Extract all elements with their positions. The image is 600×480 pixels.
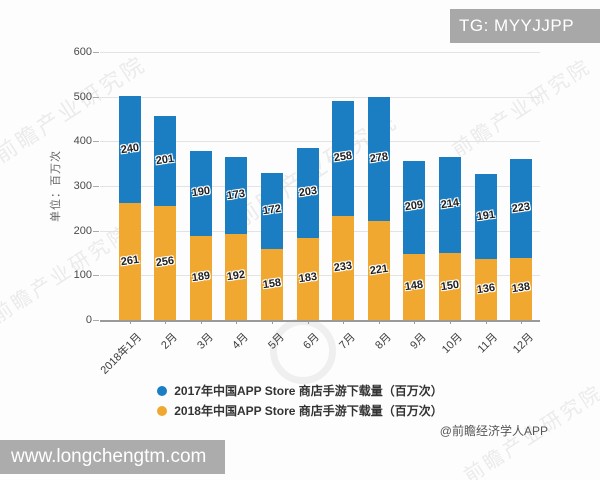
bar-2018-month-9 [403, 253, 426, 320]
y-tick-mark [93, 230, 99, 232]
gridline-y-600 [100, 52, 540, 53]
y-tick-mark [93, 96, 99, 98]
y-tick-label: 500 [73, 90, 92, 103]
x-tick-mark [414, 320, 416, 324]
x-tick-label-month-9: 9月 [408, 331, 429, 352]
watermark-banner: www.longchengtm.com [0, 440, 225, 474]
bar-2018-month-12 [510, 258, 533, 320]
bar-2018-month-1 [118, 203, 141, 320]
bar-2018-month-6 [296, 238, 319, 320]
x-tick-label-month-7: 7月 [337, 331, 358, 352]
legend-item-2018: 2018年中国APP Store 商店手游下载量（百万次） [157, 402, 443, 419]
value-label-2017-month-1: 240 [119, 141, 140, 157]
bar-2017-month-1 [118, 96, 141, 204]
x-tick-mark [449, 320, 451, 324]
legend-marker-icon [157, 385, 168, 396]
y-tick-label: 600 [73, 46, 92, 58]
x-tick-mark [271, 320, 273, 324]
bar-2017-month-2 [154, 115, 177, 206]
x-tick-mark [200, 320, 202, 324]
bar-2017-month-8 [367, 97, 390, 222]
x-tick-label-month-10: 10月 [439, 331, 465, 357]
gridline-y-400 [100, 141, 540, 143]
bar-2018-month-7 [332, 215, 355, 320]
legend-item-2017: 2017年中国APP Store 商店手游下载量（百万次） [157, 382, 443, 399]
x-tick-mark [485, 320, 487, 324]
x-tick-label-month-6: 6月 [301, 331, 323, 352]
x-tick-label-month-4: 4月 [230, 331, 251, 352]
y-tick-mark [93, 141, 99, 143]
x-tick-mark [343, 320, 345, 324]
x-tick-mark [307, 320, 309, 324]
x-tick-label-month-5: 5月 [265, 331, 287, 352]
gridline-y-200 [100, 230, 540, 232]
bar-2018-month-11 [474, 259, 497, 320]
x-tick-mark [236, 320, 238, 324]
bar-2018-month-2 [154, 205, 177, 320]
value-label-2017-month-12: 223 [511, 200, 532, 215]
bar-2017-month-12 [510, 158, 533, 259]
y-tick-label: 200 [73, 224, 92, 237]
gridline-y-100 [100, 275, 540, 277]
x-tick-label-month-11: 11月 [475, 331, 501, 356]
y-tick-label: 400 [73, 135, 92, 148]
bar-2017-month-6 [296, 147, 319, 239]
tg-badge: TG: MYYJJPP [450, 9, 600, 43]
x-tick-label-month-12: 12月 [510, 331, 536, 357]
bar-2018-month-8 [367, 221, 390, 320]
legend-label: 2018年中国APP Store 商店手游下载量（百万次） [174, 404, 443, 418]
x-axis-line [100, 320, 540, 322]
legend-marker-icon [157, 405, 168, 416]
bar-2017-month-3 [189, 150, 212, 236]
bar-2017-month-4 [225, 156, 248, 235]
y-tick-mark [93, 186, 99, 187]
x-axis-labels: 2018年1月 2月 3月 4月 5月 6月 7月 8月 9月 10月 11月 12月 [98, 320, 540, 382]
bar-2017-month-10 [438, 157, 461, 253]
x-tick-label-month-2: 2月 [159, 331, 180, 352]
credit-text: @前瞻经济学人APP [439, 424, 548, 438]
plot-area: 261 240 256 201 189 190 192 173 158 172 183 203 233 2… [100, 52, 540, 324]
bar-2017-month-7 [332, 100, 355, 216]
bar-2018-month-5 [260, 249, 283, 320]
y-tick-mark [93, 275, 99, 277]
bar-2017-month-11 [474, 173, 497, 260]
bar-2018-month-10 [438, 253, 461, 320]
y-tick-label: 100 [73, 269, 92, 282]
x-tick-mark [521, 320, 523, 324]
x-tick-label-month-8: 8月 [372, 331, 394, 352]
x-tick-mark [165, 320, 167, 324]
y-tick-mark [93, 52, 99, 53]
bar-2018-month-4 [225, 234, 248, 320]
legend-label: 2017年中国APP Store 商店手游下载量（百万次） [174, 384, 443, 398]
gridline-y-300 [100, 186, 540, 187]
chart-legend: 2017年中国APP Store 商店手游下载量（百万次） 2018年中国APP … [0, 382, 600, 419]
y-tick-mark [93, 320, 99, 321]
y-tick-label: 300 [73, 180, 92, 192]
x-tick-mark [378, 320, 380, 324]
x-tick-mark [129, 320, 131, 324]
x-tick-label-month-1: 2018年1月 [98, 331, 145, 377]
bar-2018-month-3 [189, 235, 212, 320]
gridline-y-500 [100, 96, 540, 98]
bar-2017-month-9 [403, 160, 426, 254]
bar-2017-month-5 [260, 172, 283, 250]
x-tick-label-month-3: 3月 [194, 331, 216, 352]
y-tick-label: 0 [85, 314, 92, 326]
